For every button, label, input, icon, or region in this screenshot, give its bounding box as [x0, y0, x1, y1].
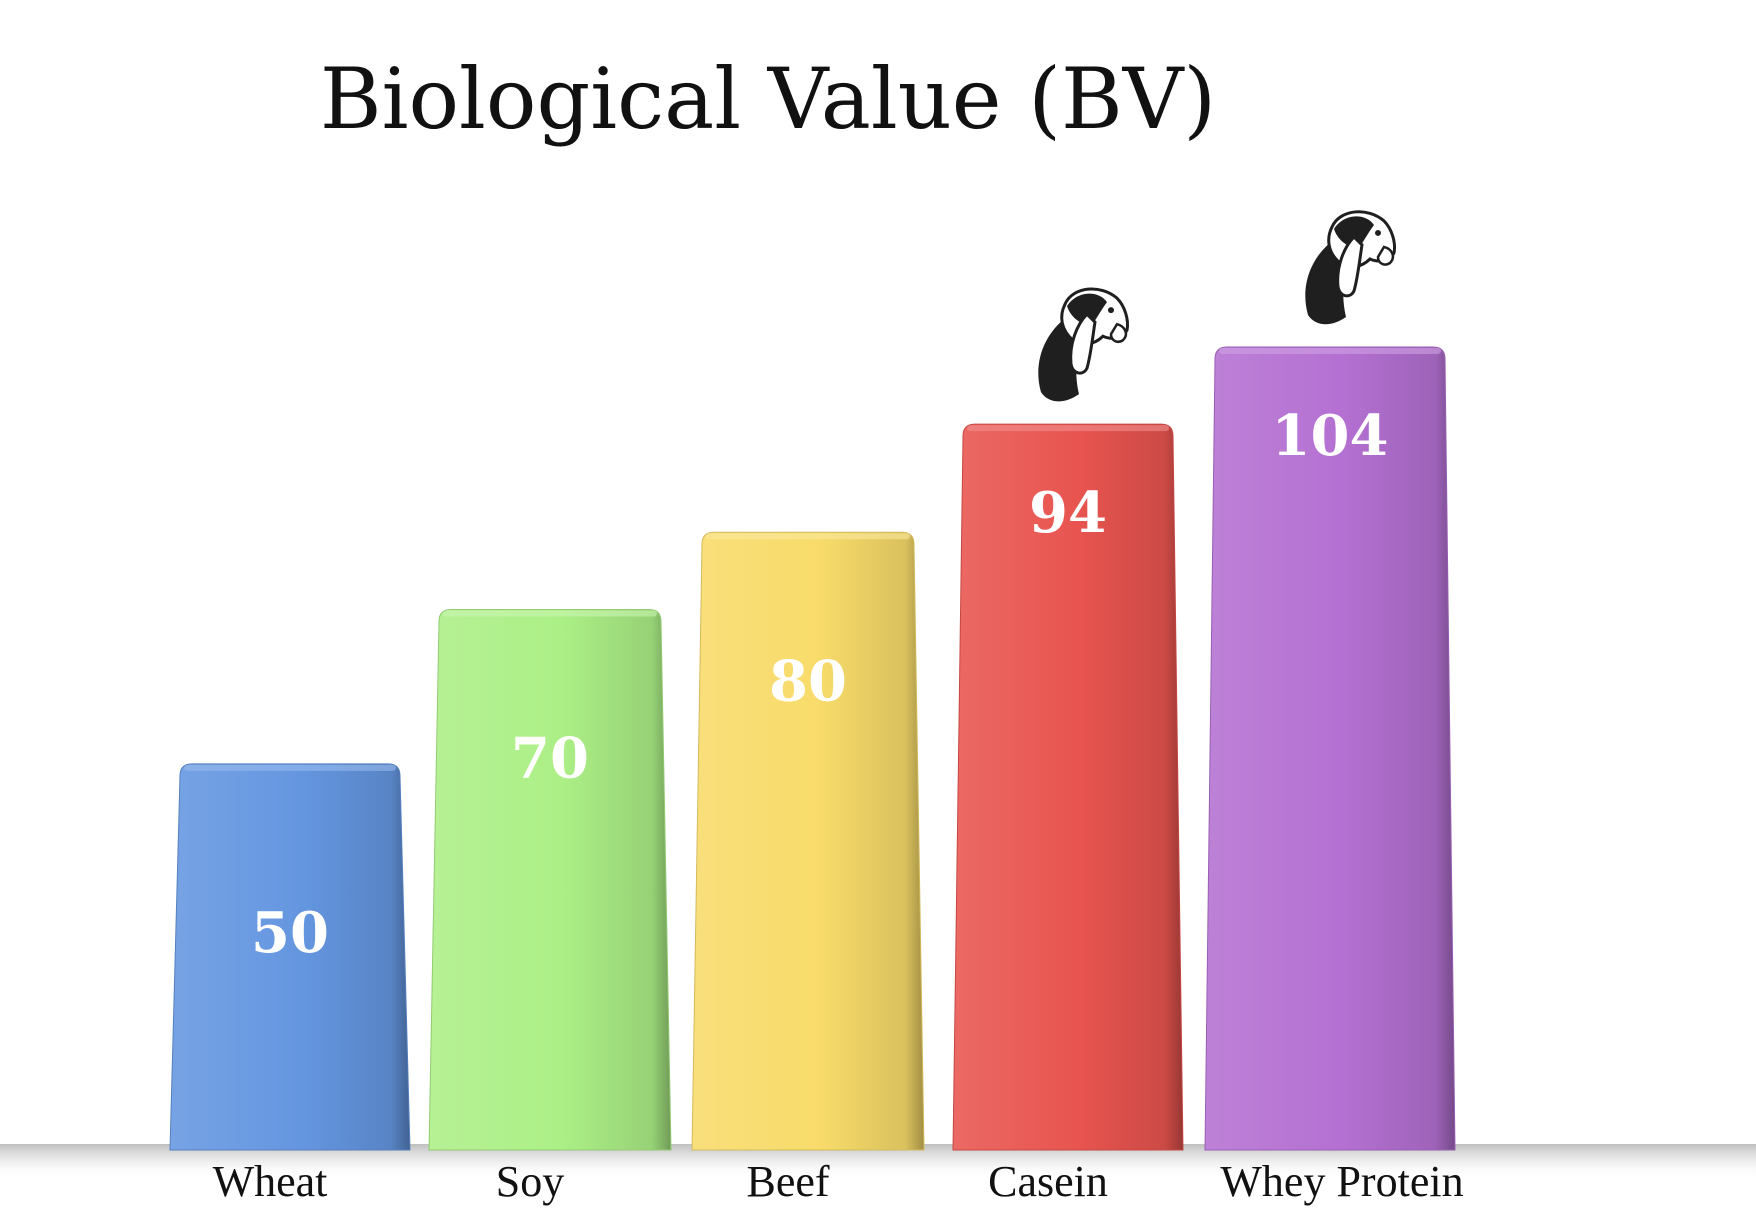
category-label: Casein [988, 1157, 1108, 1206]
value-label: 80 [769, 648, 847, 714]
category-label: Beef [746, 1157, 829, 1206]
goat-head-icon [1305, 210, 1396, 325]
bar-beef [691, 531, 925, 1151]
value-label: 94 [1029, 480, 1107, 546]
bar-top-highlight [1219, 347, 1441, 354]
value-label: 50 [251, 900, 329, 966]
bar-casein [952, 423, 1184, 1151]
bar-soy [428, 608, 672, 1151]
chart-title: Biological Value (BV) [320, 50, 1216, 148]
bar-whey-protein [1204, 346, 1456, 1151]
category-label: Wheat [213, 1157, 328, 1206]
category-label: Soy [496, 1157, 564, 1206]
value-label: 104 [1272, 403, 1389, 469]
bar-top-highlight [967, 425, 1169, 432]
category-labels: Wheat Soy Beef Casein Whey Protein [213, 1157, 1464, 1206]
bar-top-highlight [443, 610, 657, 617]
goat-head-icon [1038, 287, 1129, 402]
value-label: 70 [511, 725, 589, 791]
bar-top-highlight [184, 764, 396, 771]
bars: 50 70 80 94 104 [169, 346, 1456, 1151]
bar-top-highlight [706, 533, 910, 540]
category-label: Whey Protein [1220, 1157, 1463, 1206]
bar-wheat [169, 763, 411, 1151]
icons [1038, 210, 1396, 402]
